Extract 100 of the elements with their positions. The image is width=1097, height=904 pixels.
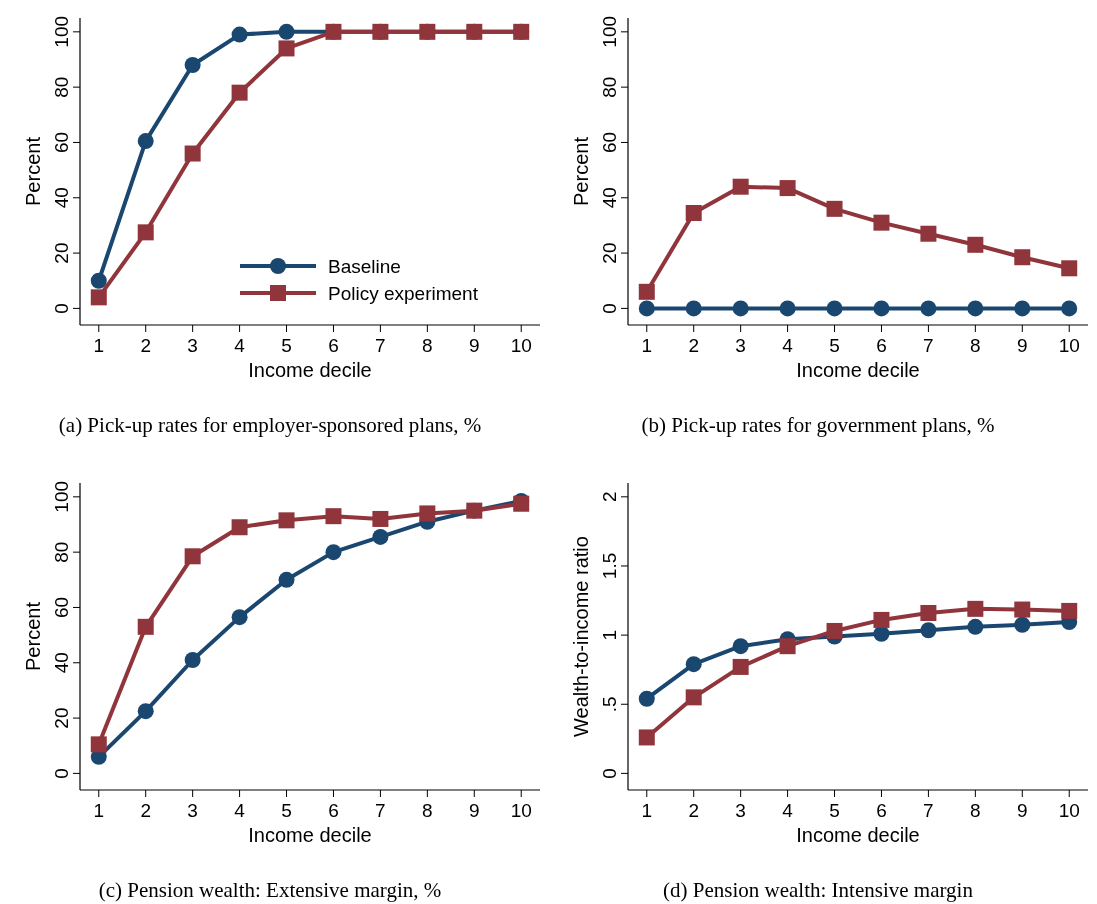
- point: [685, 689, 702, 706]
- point: [732, 638, 749, 655]
- y-tick-label: 20: [51, 707, 72, 729]
- x-tick-label: 3: [735, 800, 746, 821]
- x-tick-label: 1: [641, 335, 653, 356]
- point: [278, 512, 295, 529]
- x-tick-label: 8: [970, 335, 981, 356]
- point: [372, 510, 389, 527]
- point: [967, 618, 984, 635]
- x-tick-label: 10: [1058, 335, 1080, 356]
- x-tick-label: 10: [1058, 800, 1080, 821]
- point: [1014, 616, 1031, 633]
- point: [779, 638, 796, 655]
- y-tick-label: 80: [51, 541, 72, 563]
- point: [184, 57, 201, 74]
- y-tick-label: 1: [599, 629, 620, 641]
- y-tick-label: .5: [599, 696, 620, 713]
- x-tick-label: 8: [422, 800, 433, 821]
- x-tick-label: 6: [328, 335, 339, 356]
- point: [920, 225, 937, 242]
- x-axis-title: Income decile: [796, 359, 920, 381]
- point: [137, 224, 154, 241]
- x-tick-label: 2: [140, 335, 151, 356]
- x-axis-title: Income decile: [248, 824, 372, 846]
- x-tick-label: 6: [876, 800, 887, 821]
- x-tick-label: 3: [187, 335, 198, 356]
- point: [231, 84, 248, 101]
- point: [873, 611, 890, 628]
- y-tick-label: 20: [599, 242, 620, 264]
- x-tick-label: 1: [93, 800, 105, 821]
- point: [920, 622, 937, 639]
- point: [920, 604, 937, 621]
- x-axis-title: Income decile: [248, 359, 372, 381]
- y-axis-title: Wealth-to-income ratio: [570, 536, 592, 737]
- point: [685, 204, 702, 221]
- point: [638, 690, 655, 707]
- y-tick-label: 0: [599, 303, 620, 314]
- point: [826, 200, 843, 217]
- y-tick-label: 100: [51, 15, 72, 48]
- point: [325, 544, 342, 561]
- x-tick-label: 4: [782, 335, 794, 356]
- point: [372, 528, 389, 545]
- point: [137, 133, 154, 150]
- y-tick-label: 2: [599, 491, 620, 503]
- x-tick-label: 5: [281, 800, 292, 821]
- point: [920, 300, 937, 317]
- point: [325, 508, 342, 525]
- x-tick-label: 7: [375, 800, 386, 821]
- point: [231, 519, 248, 536]
- point: [732, 658, 749, 675]
- point: [90, 272, 107, 289]
- text: (d) Pension wealth: Intensive margin: [663, 878, 974, 902]
- point: [278, 40, 295, 57]
- x-tick-label: 7: [375, 335, 386, 356]
- text: (a) Pick-up rates for employer-sponsored plans, %: [58, 413, 482, 437]
- point: [638, 729, 655, 746]
- point: [137, 618, 154, 635]
- x-tick-label: 4: [234, 335, 246, 356]
- point: [1061, 260, 1078, 277]
- point: [231, 26, 248, 43]
- x-tick-label: 6: [876, 335, 887, 356]
- point: [779, 180, 796, 197]
- point: [1014, 300, 1031, 317]
- point: [184, 548, 201, 565]
- point: [419, 505, 436, 522]
- point: [1014, 601, 1031, 618]
- point: [1061, 602, 1078, 619]
- text: (c) Pension wealth: Extensive margin, %: [98, 878, 442, 902]
- point: [90, 289, 107, 306]
- point: [638, 283, 655, 300]
- x-tick-label: 7: [923, 800, 934, 821]
- x-tick-label: 9: [1017, 800, 1028, 821]
- point: [826, 622, 843, 639]
- point: [1061, 300, 1078, 317]
- y-tick-label: 60: [51, 131, 72, 154]
- point: [278, 23, 295, 40]
- x-tick-label: 5: [281, 335, 292, 356]
- y-axis-title: Percent: [22, 601, 44, 671]
- point: [732, 300, 749, 317]
- x-tick-label: 9: [1017, 335, 1028, 356]
- point: [137, 703, 154, 720]
- x-tick-label: 1: [93, 335, 105, 356]
- y-tick-label: 0: [599, 768, 620, 779]
- x-tick-label: 8: [970, 800, 981, 821]
- point: [826, 300, 843, 317]
- x-tick-label: 5: [829, 800, 840, 821]
- x-tick-label: 9: [469, 800, 480, 821]
- point: [184, 652, 201, 669]
- y-tick-label: 80: [599, 76, 620, 98]
- y-tick-label: 1.5: [599, 552, 620, 580]
- x-tick-label: 1: [641, 800, 653, 821]
- y-tick-label: 40: [51, 187, 72, 209]
- x-tick-label: 10: [510, 335, 532, 356]
- point: [873, 214, 890, 231]
- x-tick-label: 8: [422, 335, 433, 356]
- y-tick-label: 0: [51, 303, 72, 314]
- point: [967, 236, 984, 253]
- x-tick-label: 3: [187, 800, 198, 821]
- y-tick-label: 40: [51, 652, 72, 674]
- point: [685, 656, 702, 673]
